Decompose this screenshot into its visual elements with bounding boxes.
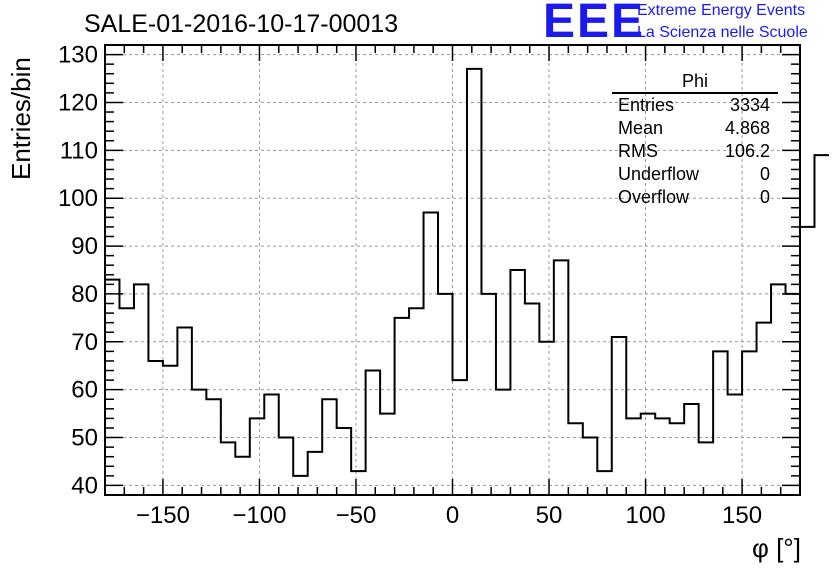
stats-value: 3334 — [729, 95, 770, 115]
y-tick-label: 90 — [71, 233, 98, 260]
x-tick-labels: −150 −100 −50 0 50 100 150 — [136, 502, 762, 529]
stats-row-underflow: Underflow 0 — [612, 163, 778, 186]
x-tick-label: 50 — [536, 502, 563, 529]
y-tick-label: 70 — [71, 329, 98, 356]
stats-value: 4.868 — [724, 118, 770, 138]
stats-row-overflow: Overflow 0 — [612, 186, 778, 209]
stats-label: Overflow — [618, 187, 690, 207]
eee-logo: EEE — [543, 0, 646, 48]
stats-box: Phi Entries 3334 Mean 4.868 RMS 106.2 Un… — [612, 70, 778, 209]
stats-label: Mean — [618, 118, 664, 138]
y-tick-label: 50 — [71, 425, 98, 452]
stats-row-mean: Mean 4.868 — [612, 117, 778, 140]
stats-label: Entries — [618, 95, 675, 115]
stats-value: 0 — [759, 164, 770, 184]
y-tick-label: 110 — [60, 137, 98, 164]
stats-label: Underflow — [618, 164, 700, 184]
y-tick-label: 60 — [71, 377, 98, 404]
stats-row-rms: RMS 106.2 — [612, 140, 778, 163]
logo-line-2: La Scienza nelle Scuole — [637, 24, 808, 41]
x-tick-label: 0 — [446, 502, 459, 529]
stats-value: 0 — [759, 187, 770, 207]
grid-lines — [105, 45, 800, 495]
y-tick-label: 130 — [58, 42, 98, 69]
x-tick-label: −100 — [232, 502, 286, 529]
histogram-line — [105, 67, 829, 477]
y-tick-label: 40 — [71, 472, 98, 499]
x-tick-label: −150 — [136, 502, 190, 529]
x-axis-label: φ [°] — [752, 533, 801, 563]
stats-label: RMS — [618, 141, 658, 161]
x-tick-label: 100 — [626, 502, 666, 529]
y-tick-label: 120 — [58, 89, 98, 116]
chart-title: SALE-01-2016-10-17-00013 — [84, 10, 399, 38]
axis-ticks — [104, 45, 801, 495]
stats-row-entries: Entries 3334 — [612, 94, 778, 117]
y-tick-label: 80 — [71, 281, 98, 308]
y-tick-labels: 40 50 60 70 80 90 100 110 120 130 — [58, 42, 98, 500]
y-tick-label: 100 — [58, 185, 98, 212]
x-tick-label: −50 — [336, 502, 377, 529]
stats-value: 106.2 — [724, 141, 770, 161]
x-tick-label: 150 — [722, 502, 762, 529]
y-axis-label: Entries/bin — [6, 57, 36, 180]
logo-line-1: Extreme Energy Events — [637, 2, 806, 19]
stats-title: Phi — [612, 70, 778, 94]
